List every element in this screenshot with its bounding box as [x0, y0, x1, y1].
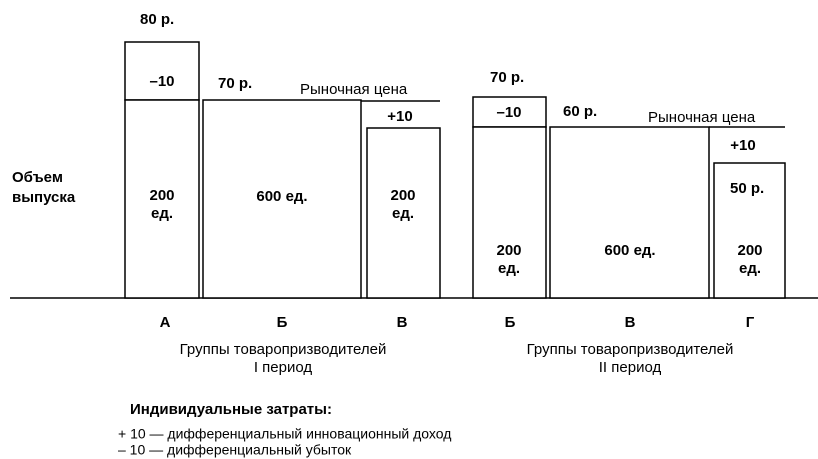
caption: I период [254, 359, 313, 376]
price: 50 р. [730, 180, 764, 197]
volume: ед. [392, 205, 414, 222]
market-price: Рыночная цена [300, 81, 408, 98]
adjustment: +10 [730, 137, 755, 154]
price: 80 р. [140, 11, 174, 28]
group-label: В [625, 314, 636, 331]
price: 60 р. [563, 103, 597, 120]
adjustment: +10 [387, 108, 412, 125]
box [124, 99, 200, 299]
group-label: Б [277, 314, 288, 331]
volume: 200 [737, 242, 762, 259]
volume: ед. [498, 260, 520, 277]
box [713, 162, 786, 299]
price: 70 р. [490, 69, 524, 86]
group-label: Б [505, 314, 516, 331]
box [366, 127, 441, 299]
caption: Группы товаропризводителей [180, 341, 387, 358]
volume: 600 ед. [256, 188, 307, 205]
box [472, 96, 547, 128]
price: 70 р. [218, 75, 252, 92]
caption: II период [599, 359, 662, 376]
volume: 200 [149, 187, 174, 204]
group-label: А [160, 314, 171, 331]
adjustment: –10 [149, 73, 174, 90]
axis-label: Объем [12, 169, 63, 186]
legend-item: – 10 — дифференциальный убыток [118, 442, 352, 458]
adjustment: –10 [496, 104, 521, 121]
volume: ед. [151, 205, 173, 222]
box [124, 41, 200, 101]
axis-label: выпуска [12, 189, 76, 206]
caption: Группы товаропризводителей [527, 341, 734, 358]
volume: ед. [739, 260, 761, 277]
market-price: Рыночная цена [648, 109, 756, 126]
group-label: Г [746, 314, 755, 331]
volume: 200 [390, 187, 415, 204]
group-label: В [397, 314, 408, 331]
box [549, 126, 710, 299]
box [472, 126, 547, 299]
legend-title: Индивидуальные затраты: [130, 401, 332, 418]
box [202, 99, 362, 299]
volume: 600 ед. [604, 242, 655, 259]
legend-item: + 10 — дифференциальный инновационный до… [118, 426, 451, 442]
volume: 200 [496, 242, 521, 259]
